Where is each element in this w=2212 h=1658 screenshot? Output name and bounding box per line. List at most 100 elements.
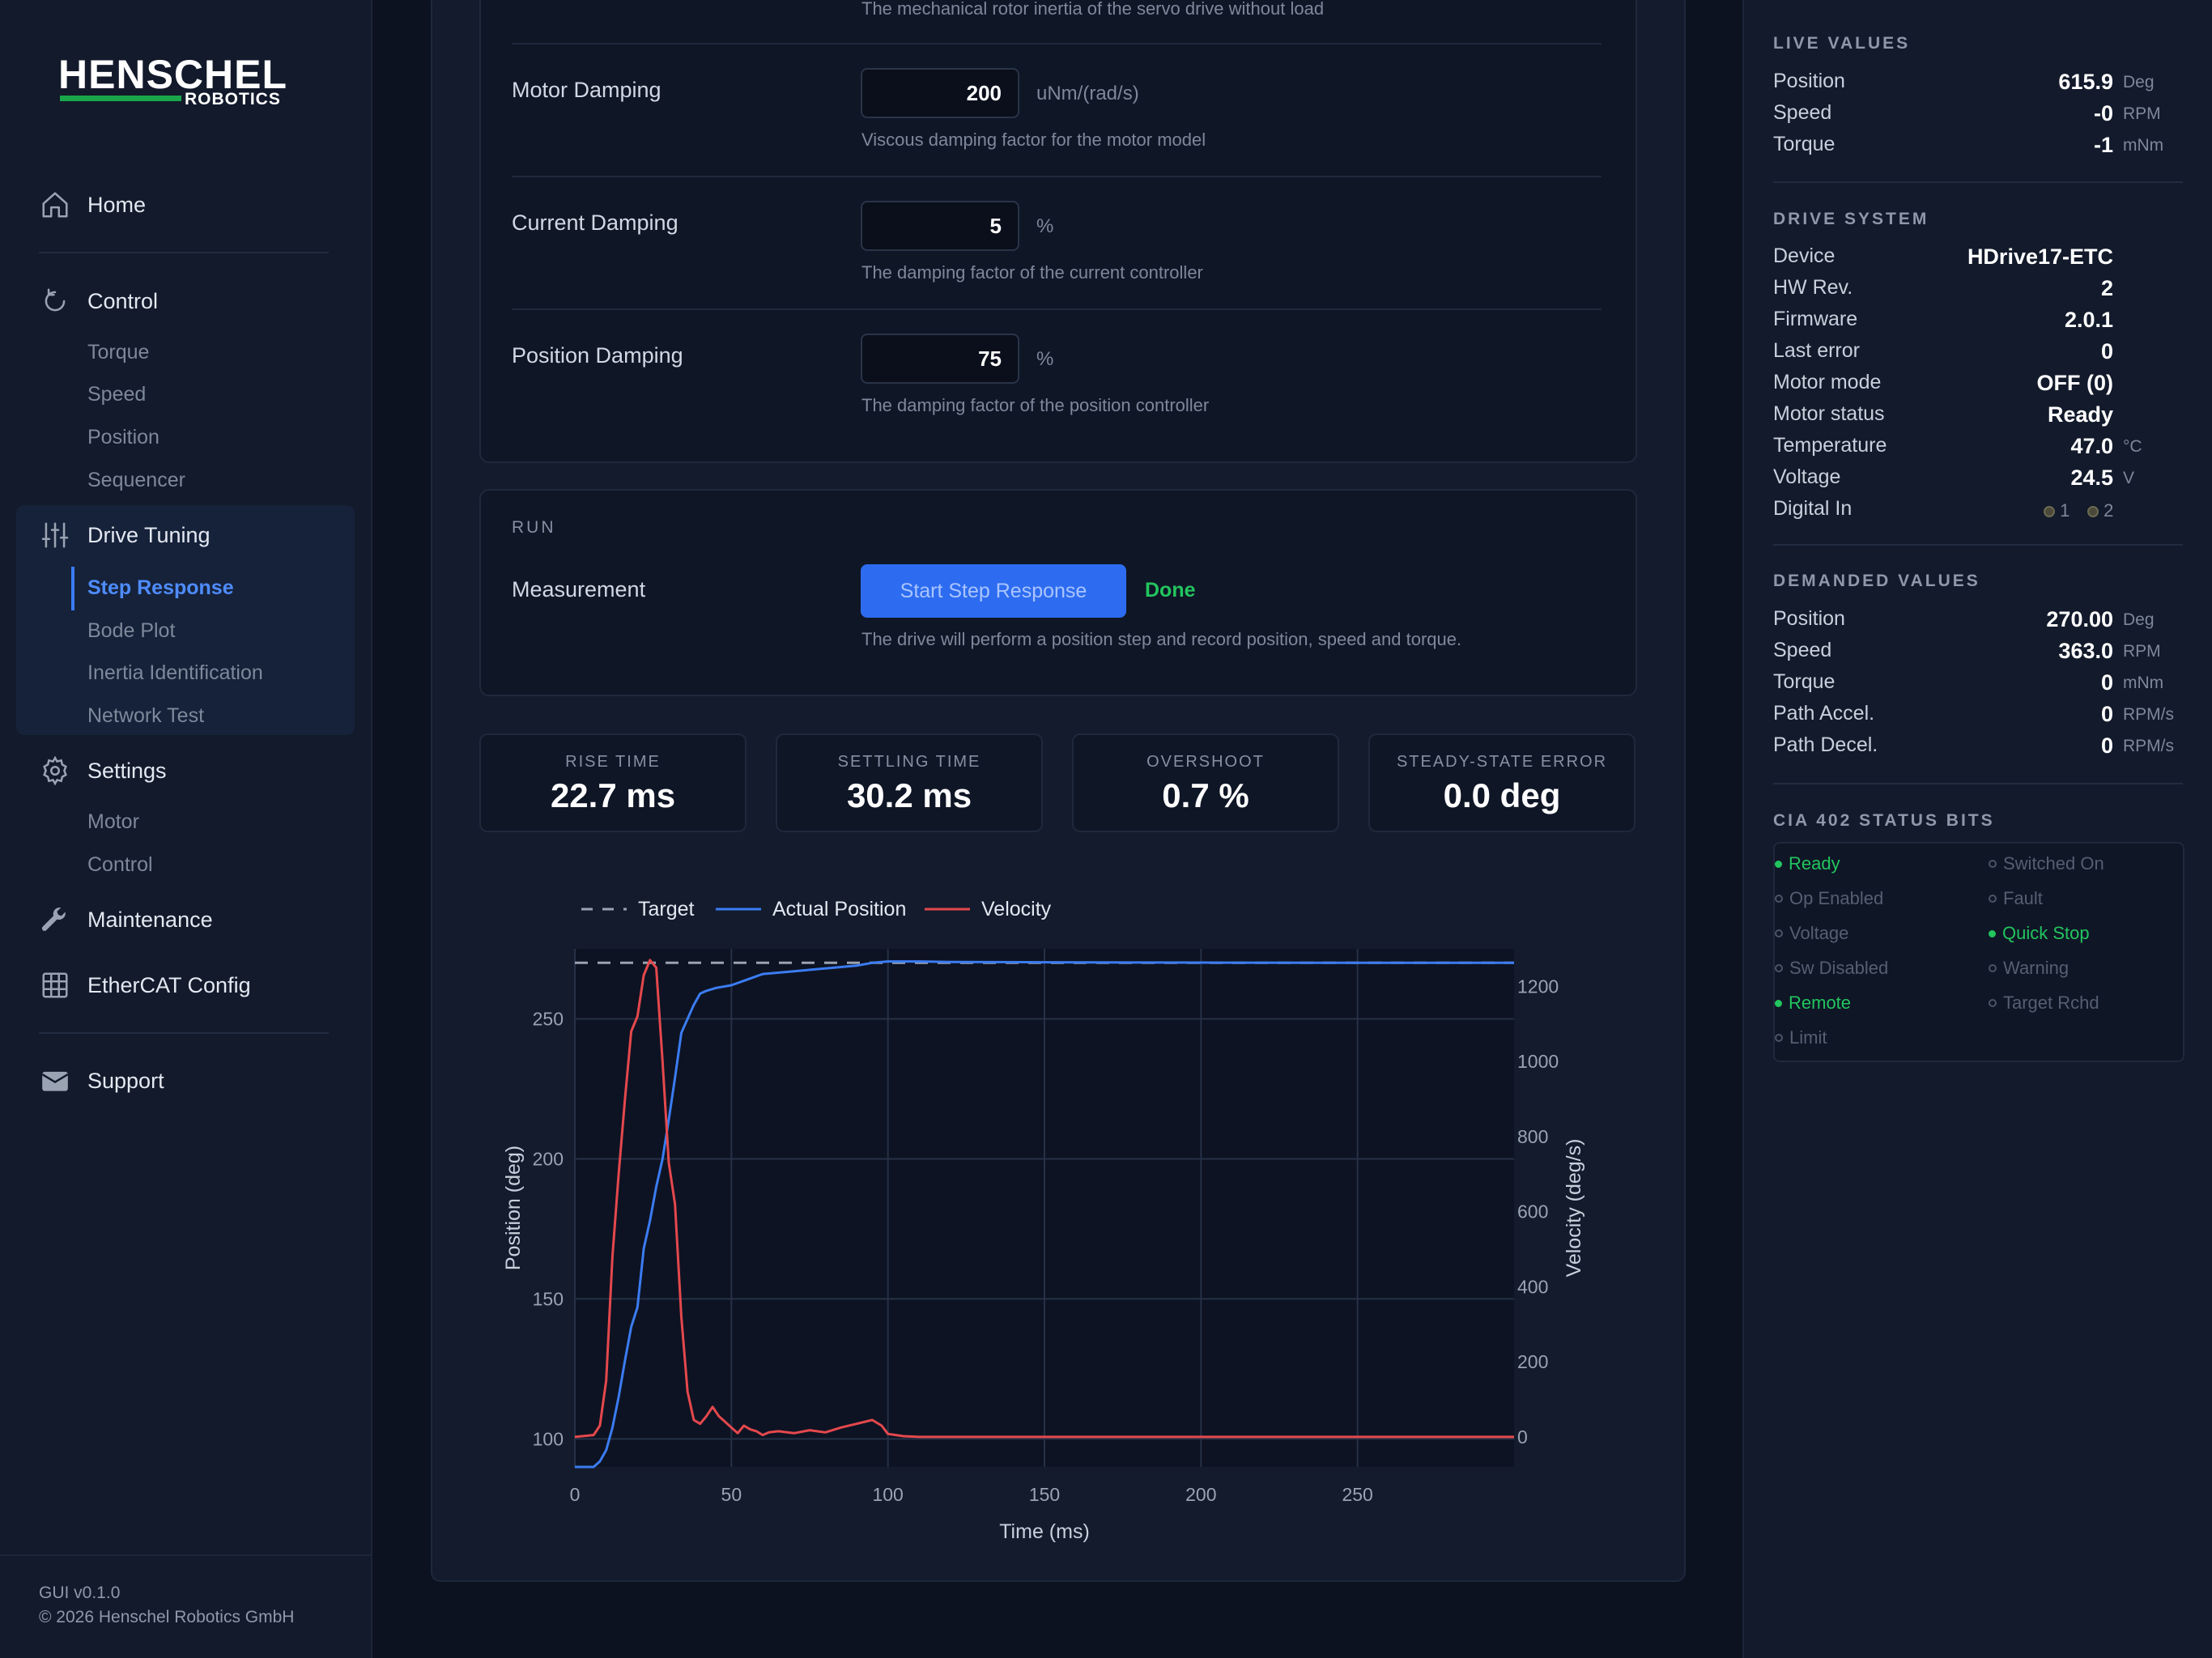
drive-system-value: HDrive17-ETC bbox=[1967, 244, 2113, 269]
nav-divider bbox=[39, 252, 329, 253]
nav-home-label: Home bbox=[87, 192, 147, 217]
nav-support[interactable]: Support bbox=[39, 1061, 164, 1101]
drive-system-key: Last error bbox=[1773, 339, 1860, 362]
nav-drive-tuning[interactable]: Drive Tuning bbox=[39, 515, 211, 555]
motor-damping-input[interactable]: 200 bbox=[861, 68, 1019, 118]
nav-home[interactable]: Home bbox=[39, 185, 146, 225]
actual-position-line bbox=[575, 960, 1514, 1469]
demanded-value-row: Path Accel. 0 RPM/s bbox=[1773, 702, 2178, 731]
home-icon bbox=[39, 189, 71, 221]
brand-sub: ROBOTICS bbox=[185, 90, 281, 108]
status-bit-label: Warning bbox=[2003, 958, 2069, 978]
live-value-unit: RPM bbox=[2123, 104, 2161, 123]
nav-maintenance[interactable]: Maintenance bbox=[39, 899, 213, 940]
demanded-value-value: 0 bbox=[2100, 702, 2113, 726]
y-tick-label: 150 bbox=[533, 1288, 564, 1309]
status-bit-label: Quick Stop bbox=[2002, 923, 2090, 943]
status-bit: Warning bbox=[1989, 958, 2069, 979]
current-damping-label: Current Damping bbox=[512, 210, 678, 235]
live-value-unit: mNm bbox=[2123, 136, 2164, 155]
metric-overshoot: OVERSHOOT 0.7 % bbox=[1072, 733, 1339, 832]
drive-system-key: Firmware bbox=[1773, 308, 1858, 330]
live-value-row: Position 615.9 Deg bbox=[1773, 70, 2178, 99]
step-response-chart[interactable]: 0 50 100 150 200 250 100 150 200 250 0 200 400 600 800… bbox=[486, 874, 1619, 1554]
inertia-hint: The mechanical rotor inertia of the serv… bbox=[861, 0, 1325, 19]
refresh-icon bbox=[39, 285, 71, 317]
nav-drive-tuning-label: Drive Tuning bbox=[87, 522, 211, 547]
digital-in-2-led bbox=[2087, 506, 2099, 518]
status-bit-label: Voltage bbox=[1789, 923, 1849, 943]
nav-tuning-network-test[interactable]: Network Test bbox=[87, 704, 205, 727]
nav-tuning-bode-plot[interactable]: Bode Plot bbox=[87, 619, 176, 642]
brand-underline bbox=[60, 96, 181, 101]
status-bit-label: Target Rchd bbox=[2003, 993, 2099, 1013]
metric-value: 22.7 ms bbox=[550, 776, 676, 814]
metric-label: RISE TIME bbox=[565, 753, 661, 771]
sidebar: HENSCHEL ROBOTICS Home Control Torque Sp… bbox=[0, 0, 372, 1658]
run-section-title: RUN bbox=[512, 518, 556, 537]
nav-control[interactable]: Control bbox=[39, 281, 158, 321]
status-bit: Switched On bbox=[1989, 853, 2104, 874]
nav-tuning-inertia-identification[interactable]: Inertia Identification bbox=[87, 661, 263, 684]
nav-tuning-step-response[interactable]: Step Response bbox=[87, 576, 234, 599]
nav-settings[interactable]: Settings bbox=[39, 750, 167, 791]
nav-control-sequencer[interactable]: Sequencer bbox=[87, 469, 185, 491]
status-bit-label: Sw Disabled bbox=[1789, 958, 1889, 978]
y2-tick-label: 1000 bbox=[1517, 1051, 1559, 1072]
status-bit-label: Limit bbox=[1789, 1027, 1827, 1048]
panel-separator bbox=[1773, 181, 2183, 183]
row-separator bbox=[512, 308, 1602, 310]
nav-ethercat-config[interactable]: EtherCAT Config bbox=[39, 965, 251, 1005]
nav-settings-motor[interactable]: Motor bbox=[87, 810, 139, 833]
demanded-value-key: Path Decel. bbox=[1773, 733, 1878, 756]
start-step-response-button[interactable]: Start Step Response bbox=[861, 564, 1126, 618]
y2-axis-label: Velocity (deg/s) bbox=[1563, 1139, 1585, 1278]
nav-divider-2 bbox=[39, 1032, 329, 1034]
legend-actual-position-label: Actual Position bbox=[772, 897, 907, 920]
status-bit: Op Enabled bbox=[1775, 888, 1883, 909]
current-damping-hint: The damping factor of the current contro… bbox=[861, 262, 1203, 283]
legend-target[interactable]: Target bbox=[581, 895, 694, 923]
digital-in-1: 1 bbox=[2044, 500, 2069, 521]
x-axis-label: Time (ms) bbox=[999, 1520, 1090, 1543]
y-tick-label: 200 bbox=[533, 1148, 564, 1169]
status-dot-icon bbox=[1775, 999, 1782, 1007]
demanded-values-title: DEMANDED VALUES bbox=[1773, 572, 1980, 590]
status-bits-title: CIA 402 STATUS BITS bbox=[1773, 811, 1995, 830]
panel-separator bbox=[1773, 783, 2183, 784]
current-damping-input[interactable]: 5 bbox=[861, 201, 1019, 251]
live-value-value: -1 bbox=[2093, 133, 2113, 157]
nav-settings-control[interactable]: Control bbox=[87, 853, 153, 876]
live-value-row: Speed -0 RPM bbox=[1773, 101, 2178, 130]
nav-control-torque[interactable]: Torque bbox=[87, 341, 150, 363]
drive-system-row: Motor status Ready bbox=[1773, 402, 2178, 432]
demanded-value-unit: RPM bbox=[2123, 642, 2161, 661]
nav-control-position[interactable]: Position bbox=[87, 426, 160, 449]
drive-system-row: HW Rev. 2 bbox=[1773, 276, 2178, 305]
nav-control-speed[interactable]: Speed bbox=[87, 383, 147, 406]
y2-tick-label: 1200 bbox=[1517, 976, 1559, 997]
legend-actual-position[interactable]: Actual Position bbox=[716, 895, 906, 923]
legend-velocity[interactable]: Velocity bbox=[925, 895, 1051, 923]
legend-target-label: Target bbox=[638, 897, 695, 920]
status-dot-icon bbox=[1775, 860, 1782, 868]
brand-logo[interactable]: HENSCHEL ROBOTICS bbox=[58, 52, 288, 108]
envelope-icon bbox=[39, 1065, 71, 1097]
demanded-value-value: 270.00 bbox=[2046, 607, 2113, 631]
status-bit: Ready bbox=[1775, 853, 1840, 874]
status-dot-icon bbox=[1989, 895, 1997, 903]
digital-in-2: 2 bbox=[2087, 500, 2113, 521]
drive-system-value: Ready bbox=[2047, 402, 2113, 427]
grid-icon bbox=[39, 969, 71, 1001]
status-dot-icon bbox=[1775, 1034, 1783, 1042]
wrench-icon bbox=[39, 903, 71, 936]
position-damping-input[interactable]: 75 bbox=[861, 334, 1019, 384]
run-status: Done bbox=[1145, 579, 1196, 602]
brand-name: HENSCHEL bbox=[58, 52, 288, 97]
live-value-key: Speed bbox=[1773, 101, 1832, 124]
drive-system-value: 47.0 bbox=[2070, 434, 2113, 458]
y-axis-label: Position (deg) bbox=[502, 1146, 525, 1270]
status-dot-icon bbox=[1989, 860, 1997, 868]
demanded-value-value: 0 bbox=[2100, 670, 2113, 695]
status-bit-label: Fault bbox=[2003, 888, 2043, 908]
